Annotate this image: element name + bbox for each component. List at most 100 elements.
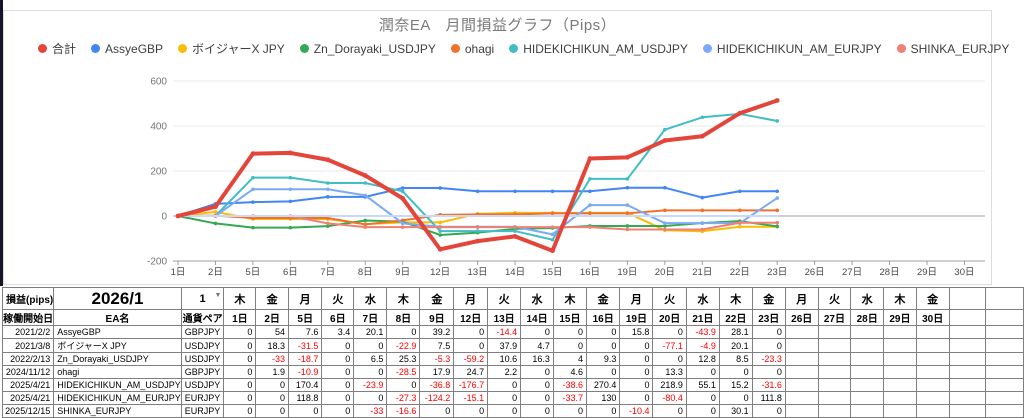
value-cell[interactable]: 0	[453, 338, 489, 353]
value-cell[interactable]	[817, 325, 852, 339]
weekday-header[interactable]: 木	[552, 287, 587, 310]
value-cell[interactable]: 0	[321, 338, 355, 353]
value-cell[interactable]: 0	[718, 365, 753, 379]
value-cell[interactable]	[915, 352, 950, 366]
value-cell[interactable]: 0	[520, 404, 554, 418]
day-header[interactable]: 6日	[321, 309, 355, 326]
value-cell[interactable]: -10.9	[287, 365, 323, 379]
value-cell[interactable]	[850, 378, 885, 392]
blank-cell[interactable]	[948, 325, 987, 339]
day-header[interactable]: 26日	[784, 309, 819, 326]
value-cell[interactable]	[915, 391, 950, 405]
value-cell[interactable]	[850, 352, 885, 366]
value-cell[interactable]: 0	[223, 352, 257, 366]
value-cell[interactable]: -80.4	[652, 391, 687, 405]
ea-name-cell[interactable]: SHINKA_EURJPY	[53, 404, 182, 418]
weekday-header[interactable]: 木	[386, 287, 421, 310]
day-header[interactable]: 21日	[685, 309, 720, 326]
value-cell[interactable]: -10.4	[619, 404, 654, 418]
value-cell[interactable]	[817, 338, 852, 353]
pair-cell[interactable]: EURJPY	[180, 391, 225, 405]
value-cell[interactable]: 4.7	[520, 338, 554, 353]
value-cell[interactable]	[883, 338, 917, 353]
pair-cell[interactable]: USDJPY	[180, 352, 225, 366]
value-cell[interactable]: 111.8	[751, 391, 786, 405]
value-cell[interactable]: 0	[223, 404, 257, 418]
ea-name-cell[interactable]: HIDEKICHIKUN_AM_EURJPY	[53, 391, 182, 405]
value-cell[interactable]: 6.5	[353, 352, 388, 366]
value-cell[interactable]: 30.1	[718, 404, 753, 418]
value-cell[interactable]: -22.9	[386, 338, 421, 353]
day-header[interactable]: 7日	[353, 309, 388, 326]
value-cell[interactable]: 0	[321, 352, 355, 366]
blank-cell[interactable]	[985, 365, 1024, 379]
weekday-header[interactable]: 金	[419, 287, 455, 310]
value-cell[interactable]: 0	[585, 365, 621, 379]
value-cell[interactable]: 0	[223, 365, 257, 379]
blank-cell[interactable]	[985, 378, 1024, 392]
blank-header-cell[interactable]	[948, 287, 987, 310]
day-header[interactable]: 27日	[817, 309, 852, 326]
weekday-header[interactable]: 木	[223, 287, 257, 310]
start-date-cell[interactable]: 2021/2/2	[1, 325, 55, 339]
value-cell[interactable]	[784, 378, 819, 392]
value-cell[interactable]: 18.3	[255, 338, 289, 353]
blank-cell[interactable]	[985, 352, 1024, 366]
day-header[interactable]: 30日	[915, 309, 950, 326]
value-cell[interactable]: 0	[487, 378, 522, 392]
blank-cell[interactable]	[948, 365, 987, 379]
blank-cell[interactable]	[985, 404, 1024, 418]
value-cell[interactable]: 0	[718, 391, 753, 405]
value-cell[interactable]: 0	[552, 404, 587, 418]
value-cell[interactable]: 0	[520, 365, 554, 379]
start-date-cell[interactable]: 2025/4/21	[1, 391, 55, 405]
pair-header[interactable]: 通貨ペア	[180, 309, 225, 326]
day-header[interactable]: 13日	[487, 309, 522, 326]
value-cell[interactable]: 1.9	[255, 365, 289, 379]
value-cell[interactable]	[915, 338, 950, 353]
weekday-header[interactable]: 火	[321, 287, 355, 310]
value-cell[interactable]	[883, 325, 917, 339]
weekday-header[interactable]: 水	[685, 287, 720, 310]
value-cell[interactable]: -27.3	[386, 391, 421, 405]
value-cell[interactable]: 0	[619, 378, 654, 392]
value-cell[interactable]	[915, 404, 950, 418]
value-cell[interactable]: -33	[353, 404, 388, 418]
value-cell[interactable]: 0	[353, 391, 388, 405]
value-cell[interactable]: 9.3	[585, 352, 621, 366]
value-cell[interactable]	[817, 352, 852, 366]
value-cell[interactable]	[850, 365, 885, 379]
value-cell[interactable]	[915, 365, 950, 379]
ea-name-cell[interactable]: HIDEKICHIKUN_AM_USDJPY	[53, 378, 182, 392]
weekday-header[interactable]: 火	[487, 287, 522, 310]
ea-name-cell[interactable]: Zn_Dorayaki_USDJPY	[53, 352, 182, 366]
ea-name-header[interactable]: EA名	[53, 309, 182, 326]
value-cell[interactable]: 0	[223, 391, 257, 405]
value-cell[interactable]: -36.8	[419, 378, 455, 392]
weekday-header[interactable]: 火	[817, 287, 852, 310]
value-cell[interactable]: 0	[419, 404, 455, 418]
day-header[interactable]: 19日	[619, 309, 654, 326]
weekday-header[interactable]: 木	[883, 287, 917, 310]
value-cell[interactable]: 218.9	[652, 378, 687, 392]
value-cell[interactable]: 0	[287, 404, 323, 418]
value-cell[interactable]: 4	[552, 352, 587, 366]
ea-name-cell[interactable]: ohagi	[53, 365, 182, 379]
value-cell[interactable]: 39.2	[419, 325, 455, 339]
value-cell[interactable]: -77.1	[652, 338, 687, 353]
value-cell[interactable]: 3.4	[321, 325, 355, 339]
value-cell[interactable]: 54	[255, 325, 289, 339]
value-cell[interactable]: 170.4	[287, 378, 323, 392]
weekday-header[interactable]: 月	[619, 287, 654, 310]
value-cell[interactable]: 0	[751, 325, 786, 339]
value-cell[interactable]: -33	[255, 352, 289, 366]
value-cell[interactable]	[883, 352, 917, 366]
value-cell[interactable]: 0	[619, 352, 654, 366]
value-cell[interactable]: -4.9	[685, 338, 720, 353]
day-header[interactable]: 14日	[520, 309, 554, 326]
value-cell[interactable]: -23.9	[353, 378, 388, 392]
value-cell[interactable]: 0	[652, 404, 687, 418]
value-cell[interactable]: 20.1	[718, 338, 753, 353]
value-cell[interactable]	[850, 391, 885, 405]
value-cell[interactable]: 0	[321, 378, 355, 392]
